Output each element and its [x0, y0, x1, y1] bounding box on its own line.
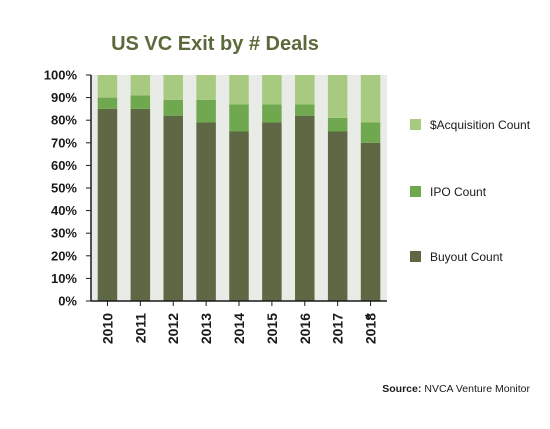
x-axis-ticks: 2010 2011 2012 2013 2014 2015 2016 2017 2018*: [99, 301, 379, 344]
source-note: Source: NVCA Venture Monitor: [382, 383, 530, 395]
y-tick-label: 100%: [44, 68, 78, 83]
bar-segment-buyout-count-2014: [229, 131, 249, 301]
y-tick-label: 50%: [51, 181, 77, 196]
bar-segment-acquisition-count-2011: [130, 75, 151, 96]
source-label: Source:: [382, 383, 421, 395]
bar-segment-acquisition-count-2013: [196, 75, 216, 100]
bar-segment-acquisition-count-2010: [97, 75, 118, 98]
bar-segment-ipo-count-2016: [295, 104, 315, 116]
bar-segment-ipo-count-2018: [360, 122, 381, 143]
y-tick-label: 40%: [51, 203, 77, 218]
y-tick-label: 30%: [51, 226, 77, 241]
y-tick-label: 60%: [51, 158, 77, 173]
bar-segment-ipo-count-2013: [196, 99, 216, 123]
x-tick-label: 2010: [99, 313, 115, 344]
x-tick-label: 2014: [231, 313, 247, 344]
y-tick-label: 90%: [51, 90, 77, 105]
category-annotation: *: [365, 310, 371, 326]
bar-segment-ipo-count-2012: [163, 99, 183, 116]
bar-segment-acquisition-count-2018: [360, 75, 381, 123]
bar-segment-ipo-count-2017: [327, 117, 348, 132]
legend-swatch: [410, 119, 421, 130]
y-tick-label: 80%: [51, 113, 77, 128]
bar-segment-buyout-count-2016: [295, 115, 315, 302]
x-tick-label: 2016: [297, 313, 313, 344]
bar-segment-acquisition-count-2014: [229, 75, 249, 105]
bar-segment-buyout-count-2018: [360, 142, 381, 301]
x-tick-label: 2012: [165, 313, 181, 344]
source-text: NVCA Venture Monitor: [424, 383, 530, 395]
bar-segment-ipo-count-2011: [130, 95, 151, 109]
bar-segment-ipo-count-2014: [229, 104, 249, 132]
legend-label: $Acquisition Count: [430, 118, 531, 132]
legend-label: IPO Count: [430, 185, 487, 199]
bar-segment-buyout-count-2015: [262, 122, 282, 302]
bar-segment-acquisition-count-2012: [163, 75, 183, 100]
legend: $Acquisition Count IPO Count Buyout Count: [410, 118, 531, 264]
x-tick-label: 2011: [132, 313, 148, 344]
bar-segment-acquisition-count-2017: [327, 75, 348, 118]
bar-segment-buyout-count-2011: [130, 108, 151, 302]
legend-swatch: [410, 186, 421, 197]
legend-label: Buyout Count: [430, 250, 503, 264]
bar-segment-acquisition-count-2016: [295, 75, 315, 105]
y-axis-ticks: 0% 10% 20% 30% 40% 50% 60% 70% 80% 90% 100%: [44, 68, 91, 309]
bar-segment-ipo-count-2010: [97, 97, 118, 109]
bar-segment-buyout-count-2012: [163, 115, 183, 302]
bar-segment-buyout-count-2010: [97, 108, 118, 302]
y-tick-label: 20%: [51, 248, 77, 263]
legend-swatch: [410, 251, 421, 262]
bars-group: [97, 75, 381, 302]
x-tick-label: 2018: [363, 313, 379, 344]
x-tick-label: 2013: [198, 313, 214, 344]
y-tick-label: 10%: [51, 271, 77, 286]
y-tick-label: 70%: [51, 135, 77, 150]
x-tick-label: 2015: [264, 313, 280, 344]
y-tick-label: 0%: [58, 294, 77, 309]
x-tick-label: 2017: [330, 313, 346, 344]
bar-segment-ipo-count-2015: [262, 104, 282, 123]
chart-title: US VC Exit by # Deals: [111, 33, 319, 55]
bar-segment-buyout-count-2017: [327, 131, 348, 301]
bar-segment-buyout-count-2013: [196, 122, 216, 302]
bar-segment-acquisition-count-2015: [262, 75, 282, 105]
